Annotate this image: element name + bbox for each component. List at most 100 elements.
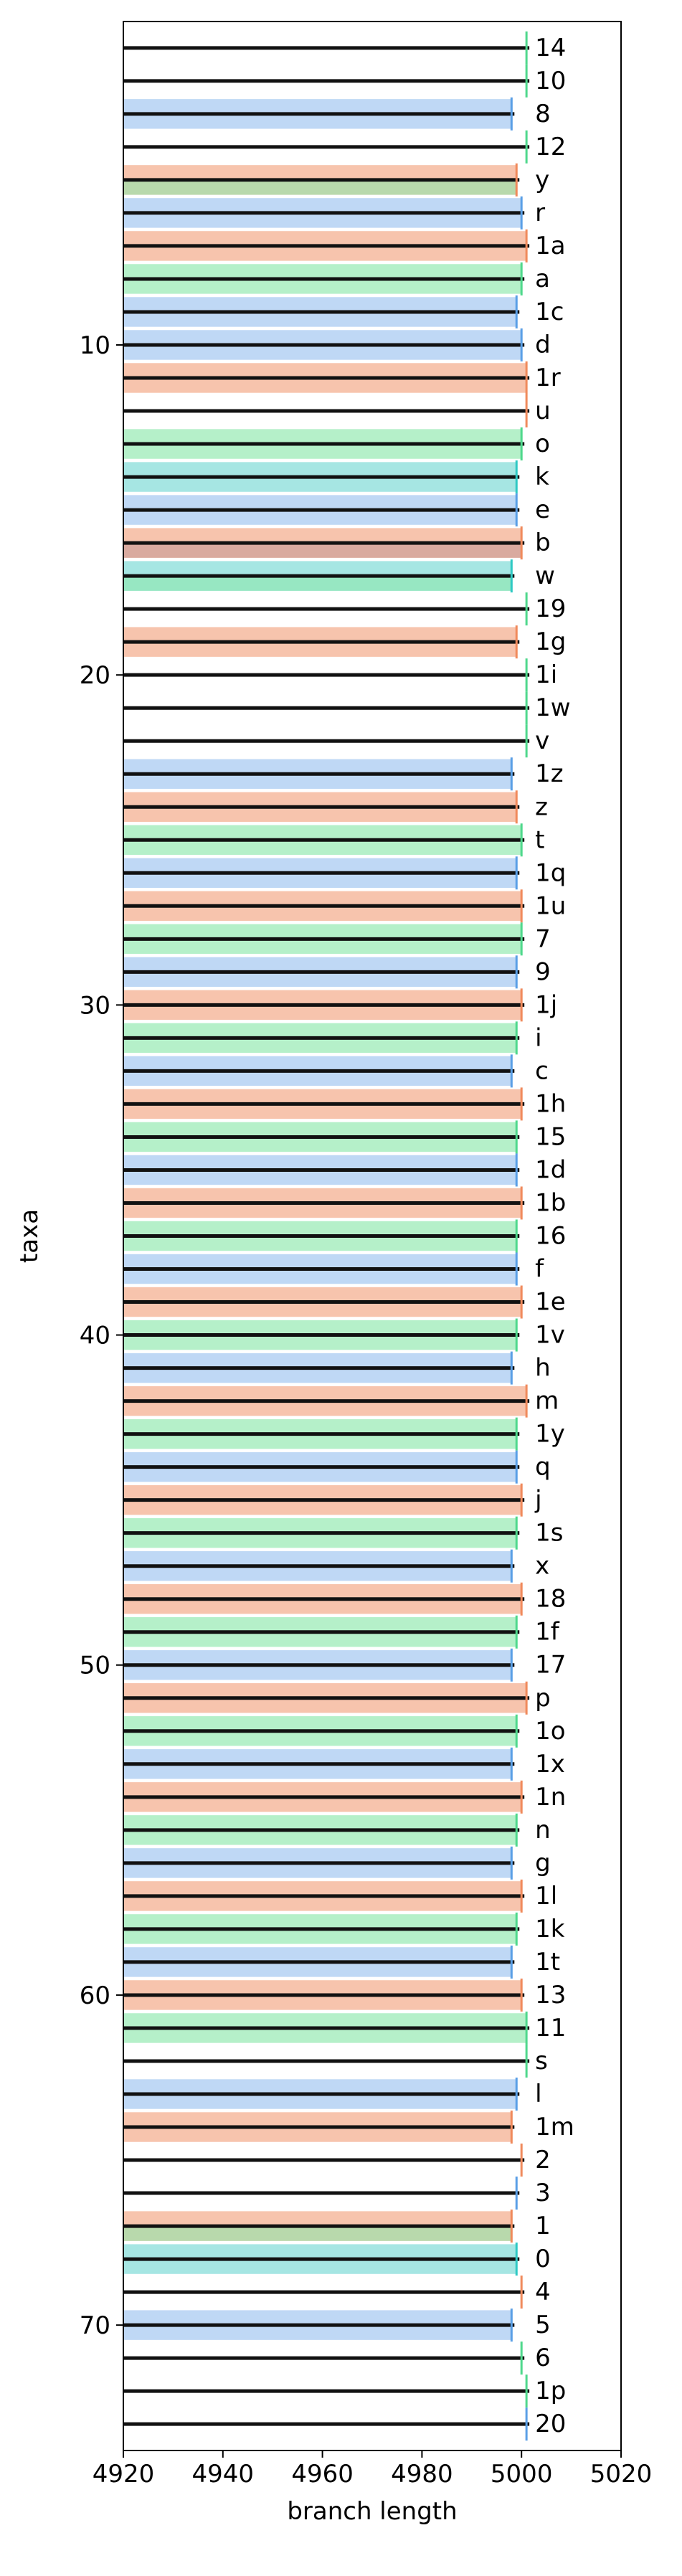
taxon-label-c: c (535, 1056, 549, 1085)
taxon-label-16: 16 (535, 1222, 566, 1251)
taxon-label-11: 11 (535, 2014, 566, 2042)
taxon-label-r: r (535, 199, 545, 227)
taxon-label-7: 7 (535, 924, 551, 953)
band-layer (124, 99, 527, 2340)
taxon-label-i: i (535, 1023, 541, 1052)
taxon-label-1g: 1g (535, 628, 566, 656)
y-tick-label-60: 60 (80, 1981, 110, 2010)
taxon-label-17: 17 (535, 1651, 566, 1680)
tip-line-layer (510, 31, 528, 2441)
taxon-label-1c: 1c (535, 298, 564, 326)
taxon-label-o: o (535, 430, 550, 458)
taxon-label-p: p (535, 1684, 551, 1713)
y-axis-ticks: 10 20 30 40 50 60 70 (80, 331, 123, 2340)
taxon-label-h: h (535, 1354, 551, 1383)
x-tick-label-4940: 4940 (192, 2460, 255, 2489)
taxon-label-5: 5 (535, 2311, 551, 2339)
taxon-label-4: 4 (535, 2278, 551, 2306)
taxon-label-1o: 1o (535, 1717, 565, 1746)
taxon-label-3: 3 (535, 2179, 551, 2207)
taxon-label-1m: 1m (535, 2113, 574, 2141)
taxon-label-l: l (535, 2080, 541, 2108)
taxon-label-g: g (535, 1849, 551, 1877)
taxon-label-19: 19 (535, 595, 566, 623)
taxon-label-1f: 1f (535, 1618, 560, 1647)
x-tick-label-4920: 4920 (93, 2460, 155, 2489)
taxon-label-1e: 1e (535, 1288, 566, 1317)
taxon-label-y: y (535, 166, 549, 194)
taxon-label-1z: 1z (535, 759, 563, 788)
taxon-label-x: x (535, 1552, 549, 1581)
y-tick-label-10: 10 (80, 331, 110, 360)
taxon-label-k: k (535, 463, 549, 491)
branch-layer (123, 46, 530, 2426)
taxon-label-13: 13 (535, 1981, 566, 2009)
x-tick-label-5000: 5000 (491, 2460, 553, 2489)
y-tick-label-50: 50 (80, 1652, 110, 1680)
taxon-label-s: s (535, 2047, 548, 2075)
taxon-label-12: 12 (535, 133, 566, 161)
taxon-label-m: m (535, 1387, 559, 1416)
taxon-label-18: 18 (535, 1585, 566, 1614)
plot-frame (123, 21, 622, 2451)
taxon-label-1j: 1j (535, 990, 557, 1019)
taxon-label-1w: 1w (535, 693, 570, 722)
y-tick-label-30: 30 (80, 991, 110, 1020)
taxon-label-u: u (535, 397, 551, 425)
taxon-label-2: 2 (535, 2146, 551, 2174)
taxon-label-1d: 1d (535, 1155, 566, 1184)
taxa-label-layer: 1410812yr1aa1cd1ruokebw191g1i1wv1zzt1q1u… (534, 34, 574, 2438)
taxon-label-14: 14 (535, 34, 566, 62)
taxon-label-f: f (535, 1255, 544, 1284)
taxon-label-0: 0 (535, 2245, 551, 2273)
taxon-label-1r: 1r (535, 364, 561, 392)
taxon-label-j: j (534, 1486, 541, 1515)
taxon-label-1u: 1u (535, 891, 566, 920)
taxon-label-a: a (535, 265, 550, 293)
taxon-label-q: q (535, 1453, 551, 1482)
taxon-label-1x: 1x (535, 1750, 565, 1779)
taxon-band-secondary-1 (124, 2226, 512, 2241)
taxon-label-15: 15 (535, 1122, 566, 1151)
taxon-label-1v: 1v (535, 1321, 565, 1350)
x-tick-label-5020: 5020 (590, 2460, 653, 2489)
x-axis-label: branch length (287, 2497, 457, 2526)
taxon-label-1b: 1b (535, 1188, 566, 1217)
x-axis-ticks: 4920 4940 4960 4980 5000 5020 (93, 2450, 653, 2489)
taxon-label-6: 6 (535, 2344, 551, 2372)
taxon-label-z: z (535, 792, 548, 821)
taxon-label-b: b (535, 529, 551, 557)
taxon-label-1t: 1t (535, 1948, 560, 1976)
taxon-band-secondary-y (124, 179, 517, 195)
taxon-label-1h: 1h (535, 1089, 566, 1118)
taxon-label-1n: 1n (535, 1783, 566, 1812)
taxon-label-1i: 1i (535, 660, 557, 689)
taxon-label-10: 10 (535, 67, 566, 95)
taxon-band-secondary-w (124, 576, 512, 591)
taxon-label-1a: 1a (535, 232, 565, 260)
taxon-label-20: 20 (535, 2410, 566, 2438)
taxon-label-t: t (535, 825, 544, 854)
y-tick-label-70: 70 (80, 2311, 110, 2340)
y-axis-label: taxa (15, 1209, 44, 1263)
taxon-band-secondary-b (124, 543, 522, 558)
taxon-label-n: n (535, 1816, 551, 1845)
taxon-label-8: 8 (535, 100, 551, 128)
taxon-label-1l: 1l (535, 1882, 557, 1910)
taxon-label-1k: 1k (535, 1915, 565, 1943)
x-tick-label-4960: 4960 (291, 2460, 354, 2489)
y-tick-label-40: 40 (80, 1322, 110, 1350)
taxon-label-1: 1 (535, 2212, 551, 2240)
x-tick-label-4980: 4980 (391, 2460, 453, 2489)
taxon-label-1s: 1s (535, 1519, 563, 1548)
taxon-label-w: w (535, 562, 555, 590)
taxon-label-1q: 1q (535, 858, 566, 887)
y-tick-label-20: 20 (80, 661, 110, 690)
taxon-label-d: d (535, 331, 551, 359)
taxon-label-9: 9 (535, 957, 551, 986)
taxon-label-1p: 1p (535, 2377, 566, 2405)
taxon-label-e: e (535, 496, 550, 524)
taxon-label-1y: 1y (535, 1420, 565, 1449)
